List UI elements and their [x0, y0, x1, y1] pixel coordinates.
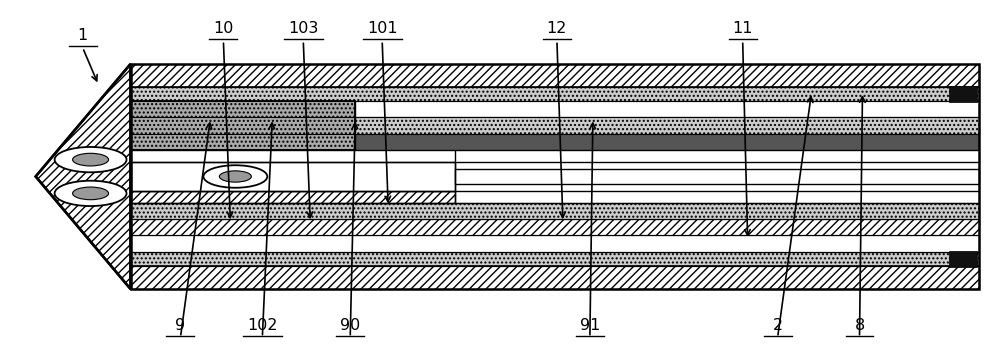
Bar	[131, 64, 979, 289]
Text: 2: 2	[773, 318, 783, 334]
Bar	[131, 234, 979, 252]
Bar	[131, 203, 979, 219]
Bar	[131, 252, 979, 266]
Bar	[131, 162, 455, 191]
Bar	[131, 64, 979, 87]
Circle shape	[55, 147, 127, 172]
Bar	[131, 134, 979, 150]
Text: 102: 102	[247, 318, 278, 334]
Text: 12: 12	[547, 21, 567, 36]
Polygon shape	[36, 64, 131, 289]
Text: 8: 8	[854, 318, 865, 334]
Circle shape	[73, 187, 109, 200]
Bar	[131, 219, 979, 234]
Circle shape	[203, 165, 267, 188]
Circle shape	[219, 171, 251, 182]
Bar	[131, 266, 979, 289]
Bar	[131, 64, 979, 289]
Bar	[131, 101, 355, 150]
Text: 103: 103	[288, 21, 318, 36]
Text: 11: 11	[732, 21, 753, 36]
Text: 91: 91	[580, 318, 600, 334]
Text: 1: 1	[77, 28, 88, 43]
Bar	[131, 87, 979, 101]
Text: 90: 90	[340, 318, 360, 334]
Polygon shape	[131, 191, 455, 203]
Bar	[949, 251, 977, 267]
Text: 9: 9	[175, 318, 186, 334]
Bar	[455, 169, 979, 184]
Bar	[949, 86, 977, 102]
Bar	[131, 101, 979, 117]
Circle shape	[73, 153, 109, 166]
Text: 101: 101	[367, 21, 397, 36]
Bar	[131, 117, 979, 134]
Circle shape	[55, 181, 127, 206]
Text: 10: 10	[213, 21, 234, 36]
